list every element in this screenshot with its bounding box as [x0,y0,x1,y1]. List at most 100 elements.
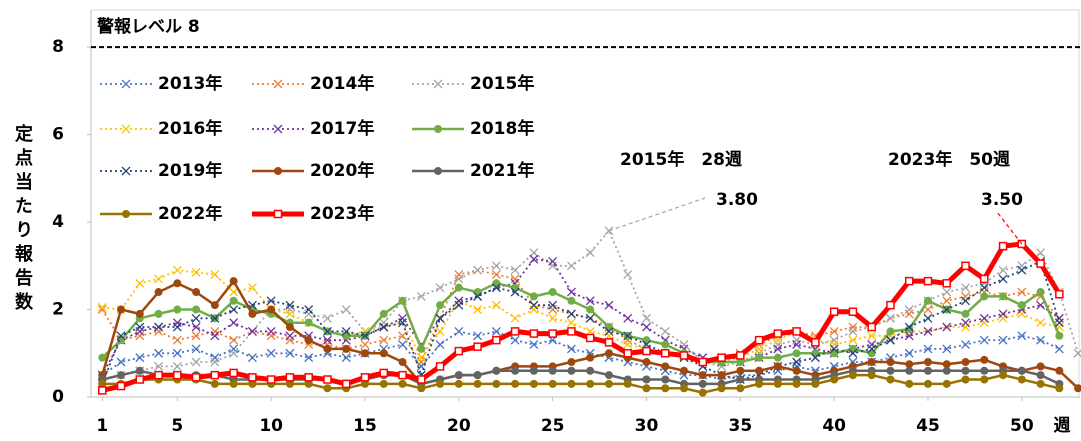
annotation-value: 3.50 [981,190,1023,210]
marker [454,346,464,356]
marker [172,335,182,345]
marker [529,300,539,310]
marker [492,279,501,288]
marker [566,261,576,271]
marker [323,375,332,384]
marker [379,349,388,358]
marker [773,329,783,338]
marker [135,366,144,375]
marker [885,335,895,345]
marker [154,288,163,297]
marker [642,375,651,384]
marker [304,373,313,382]
marker [999,292,1008,301]
marker [417,384,426,393]
marker [942,279,952,288]
marker [548,379,557,388]
marker [961,375,970,384]
marker [961,296,970,306]
marker [98,379,107,388]
marker [623,270,633,280]
marker [567,296,576,305]
marker [273,209,283,219]
marker [172,348,182,358]
marker [904,276,914,286]
marker [304,305,314,315]
marker [172,361,182,371]
marker [247,283,257,293]
marker [1017,261,1027,271]
marker [473,291,483,301]
marker [510,265,520,275]
marker [322,313,332,323]
marker [266,375,276,384]
marker [342,344,351,353]
marker [192,288,201,297]
marker [398,296,407,305]
marker [792,327,801,336]
marker [642,358,651,367]
marker [379,379,388,388]
marker [604,379,613,388]
marker [623,313,633,323]
marker [604,323,613,332]
marker [304,353,314,363]
marker [698,379,707,388]
marker [642,346,651,356]
marker [98,386,107,395]
marker [135,326,145,336]
marker [1036,371,1045,380]
marker [173,279,182,288]
marker [341,305,351,315]
marker [154,361,164,371]
marker [566,344,576,354]
marker [980,366,989,375]
marker [792,366,801,375]
marker [548,288,557,297]
marker [980,375,989,384]
marker [585,313,595,323]
marker [341,326,351,336]
marker [942,379,951,388]
marker [829,307,839,316]
marker [586,353,595,362]
marker [304,318,313,327]
marker [661,349,670,358]
series-line [102,229,1079,381]
marker [848,335,858,345]
marker [923,276,933,286]
marker [323,344,332,353]
marker [998,274,1008,284]
marker [398,313,407,323]
marker [1036,362,1045,371]
marker [210,313,220,323]
legend-label: 2013年 [158,73,222,94]
marker [135,309,144,318]
marker [304,309,314,319]
marker [121,79,131,89]
marker [417,375,426,384]
marker [1017,265,1027,275]
marker [248,373,257,382]
marker [435,340,445,349]
marker [398,340,407,349]
marker [848,307,858,316]
marker [510,287,520,297]
marker [1055,366,1064,375]
marker [867,322,876,332]
marker [848,322,858,332]
marker [1017,309,1027,319]
marker [266,326,276,336]
marker [473,305,483,315]
marker [191,331,201,341]
marker [867,349,876,358]
marker [698,371,707,380]
marker [210,370,220,380]
marker [942,344,952,354]
marker [511,366,520,375]
marker [811,338,820,347]
marker [998,313,1008,323]
y-tick-label: 6 [52,125,64,145]
marker [623,340,633,349]
marker [285,300,295,310]
